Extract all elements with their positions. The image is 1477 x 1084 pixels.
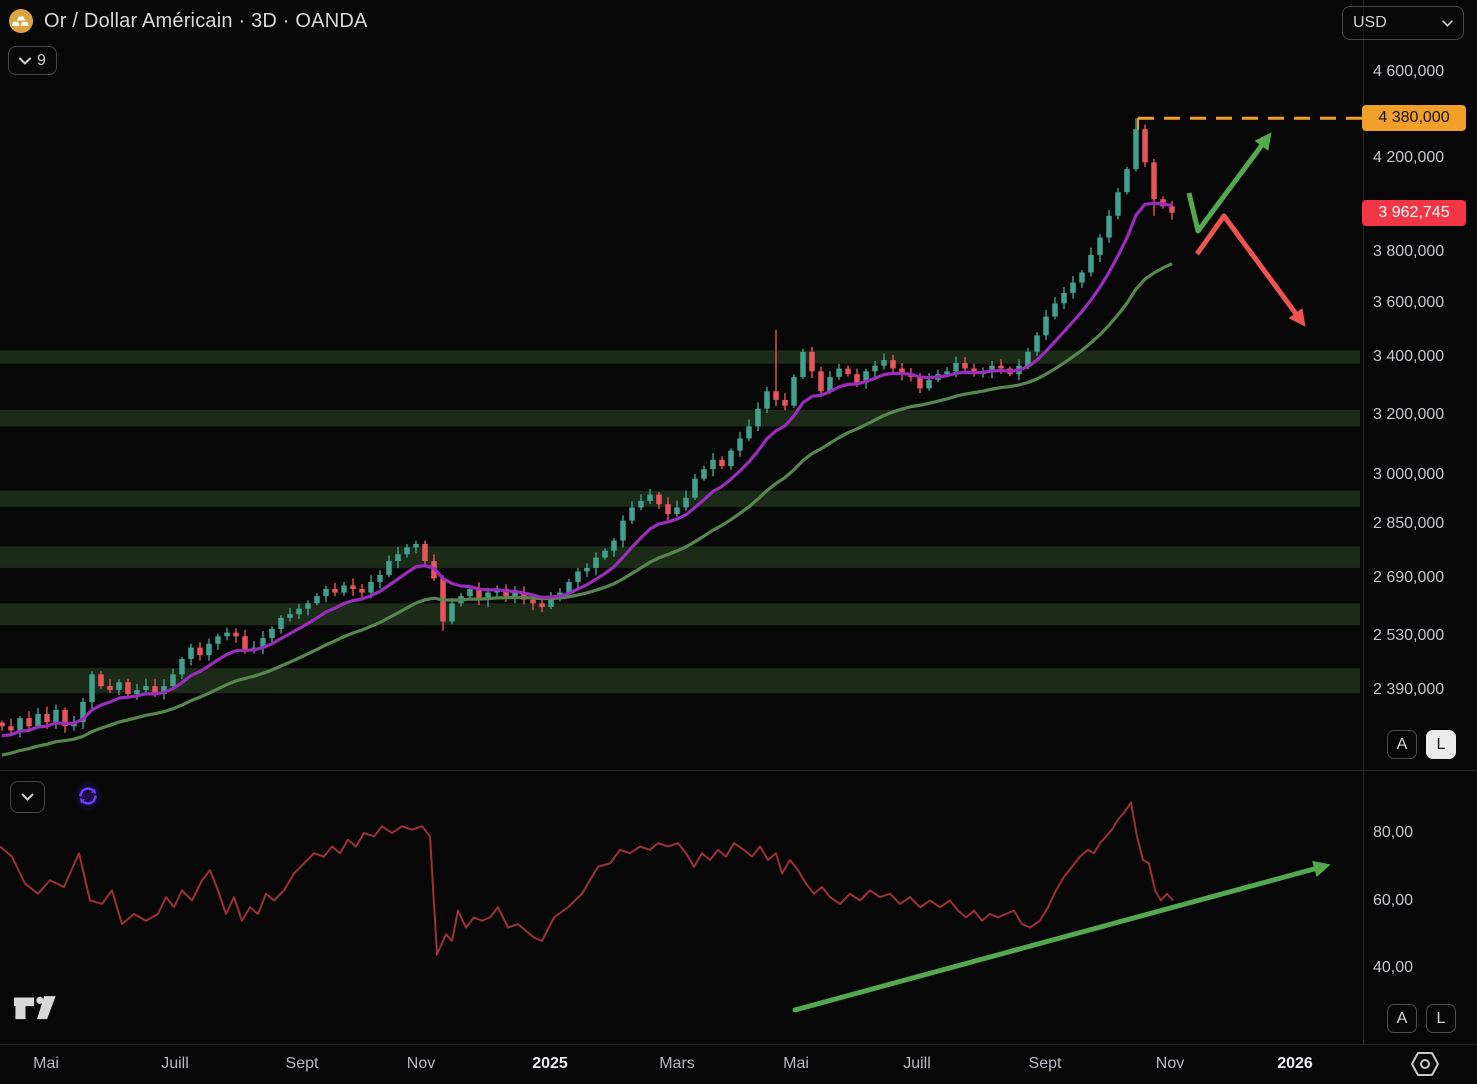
tradingview-logo[interactable] — [14, 993, 60, 1030]
time-axis-label: 2025 — [532, 1055, 568, 1072]
price-tick-label: 3 000,000 — [1373, 466, 1445, 484]
time-axis-label: 2026 — [1277, 1055, 1313, 1072]
last-price-label: 3 962,745 — [1362, 199, 1466, 226]
target-dashed-line[interactable] — [1137, 116, 1362, 131]
sync-indicator-button[interactable] — [72, 780, 104, 812]
last-price-value: 3 962,745 — [1378, 203, 1450, 221]
chevron-down-icon — [1442, 19, 1453, 27]
price-tick-label: 2 530,000 — [1373, 627, 1445, 645]
rsi-trend-arrow[interactable] — [792, 860, 1331, 1013]
time-axis-label: Mai — [783, 1055, 809, 1072]
zone-band — [0, 490, 1360, 507]
candlestick-series — [0, 118, 1175, 738]
price-tick-label: 3 200,000 — [1373, 405, 1445, 423]
time-axis-label: Sept — [285, 1055, 319, 1072]
time-axis-label: Nov — [406, 1055, 436, 1072]
price-tick-label: 2 690,000 — [1373, 569, 1445, 587]
up-projection-arrow[interactable] — [1186, 132, 1272, 234]
supply-demand-zones[interactable] — [0, 350, 1360, 694]
time-axis-label: Juill — [161, 1055, 189, 1072]
price-tick-label: 4 200,000 — [1373, 148, 1445, 166]
rsi-log-scale-button[interactable]: L — [1426, 1004, 1456, 1033]
chart-header: Or / Dollar Américain · 3D · OANDA — [8, 8, 368, 34]
price-tick-label: 3 400,000 — [1373, 348, 1445, 366]
target-price-value: 4 380,000 — [1378, 109, 1450, 127]
ema-fast-line[interactable] — [1, 201, 1173, 738]
price-tick-label: 2 390,000 — [1373, 681, 1445, 699]
down-projection-arrow[interactable] — [1194, 213, 1306, 327]
chevron-down-icon — [21, 793, 34, 801]
time-axis-label: Juill — [903, 1055, 931, 1072]
log-scale-button[interactable]: L — [1426, 730, 1456, 759]
target-price-label: 4 380,000 — [1362, 105, 1466, 132]
rsi-tick-label: 60,00 — [1373, 891, 1414, 909]
auto-scale-button[interactable]: A — [1387, 730, 1417, 759]
symbol-title[interactable]: Or / Dollar Américain · 3D · OANDA — [44, 9, 368, 32]
rsi-tick-label: 80,00 — [1373, 824, 1414, 841]
price-tick-label: 3 800,000 — [1373, 243, 1445, 261]
price-tick-label: 4 600,000 — [1373, 63, 1445, 80]
ema-slow-line[interactable] — [1, 262, 1173, 757]
chevron-down-icon — [19, 57, 31, 65]
zone-band — [0, 668, 1360, 694]
currency-selector[interactable]: USD — [1342, 6, 1464, 40]
rsi-auto-scale-button[interactable]: A — [1387, 1004, 1417, 1033]
gold-symbol-icon — [9, 9, 33, 33]
rsi-scale-buttons: A L — [1387, 1004, 1456, 1033]
time-axis-label: Mai — [33, 1055, 59, 1072]
time-axis-label: Mars — [659, 1055, 695, 1072]
zone-band — [0, 409, 1360, 427]
sync-refresh-icon — [79, 787, 97, 805]
settings-icon[interactable] — [1408, 1049, 1442, 1084]
time-axis-label: Nov — [1155, 1055, 1185, 1072]
zone-band — [0, 350, 1360, 364]
indicator-value: 9 — [37, 51, 46, 69]
zone-band — [0, 603, 1360, 626]
price-tick-label: 2 850,000 — [1373, 514, 1445, 532]
zone-band — [0, 546, 1360, 568]
rsi-tick-label: 40,00 — [1373, 959, 1414, 976]
indicator-legend-toggle[interactable]: 9 — [8, 46, 57, 75]
time-axis-label: Sept — [1028, 1055, 1062, 1072]
price-tick-label: 3 600,000 — [1373, 294, 1445, 312]
currency-value: USD — [1353, 14, 1387, 31]
rsi-line — [0, 801, 1174, 956]
main-scale-buttons: A L — [1387, 730, 1456, 759]
rsi-legend-toggle[interactable] — [10, 781, 45, 813]
